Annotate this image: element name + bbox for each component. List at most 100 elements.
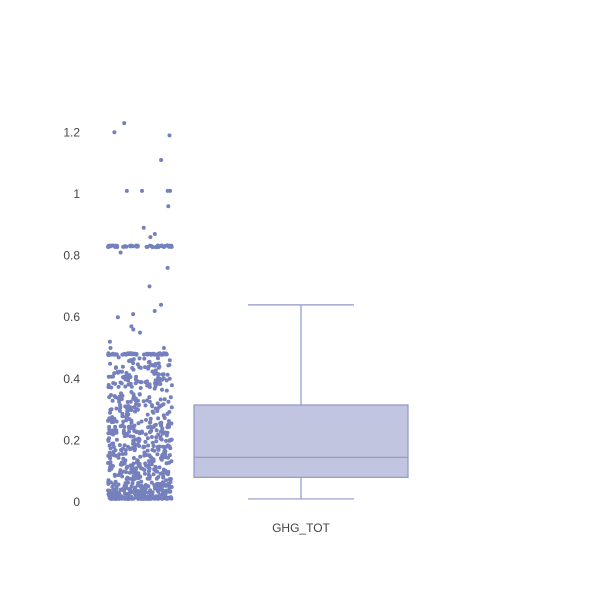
data-point (107, 425, 112, 429)
data-point (116, 396, 121, 401)
data-point (136, 430, 141, 435)
data-point (142, 468, 147, 472)
data-point (167, 453, 172, 458)
data-point (108, 480, 113, 485)
data-point (166, 422, 170, 427)
data-point (129, 420, 134, 425)
data-point (167, 444, 172, 449)
data-point (156, 496, 161, 501)
data-point (160, 387, 164, 392)
data-point (126, 404, 131, 408)
data-point (118, 250, 123, 255)
data-point (154, 428, 159, 433)
data-point (150, 409, 155, 414)
data-point (145, 436, 150, 441)
data-point (133, 377, 138, 382)
data-point (107, 416, 112, 421)
data-point (136, 439, 141, 444)
data-point (156, 365, 161, 370)
data-point (147, 454, 152, 458)
data-point (117, 452, 122, 457)
data-point (145, 245, 150, 249)
data-point (135, 243, 140, 248)
data-point (156, 372, 161, 377)
data-point (138, 386, 143, 390)
data-point (145, 448, 150, 453)
data-point (158, 434, 163, 439)
data-point (125, 400, 130, 404)
data-point (131, 312, 136, 317)
data-point (166, 399, 171, 404)
data-point (151, 457, 156, 462)
data-point (140, 188, 144, 193)
data-point (126, 444, 130, 449)
data-point (146, 360, 151, 365)
x-category-label: GHG_TOT (272, 521, 330, 535)
data-point (124, 371, 129, 375)
data-point (118, 471, 123, 476)
data-point (118, 403, 123, 408)
data-point (158, 397, 163, 402)
data-point (156, 245, 161, 249)
data-point (108, 361, 113, 366)
data-point (108, 407, 113, 412)
data-point (107, 450, 112, 455)
data-point (151, 444, 156, 448)
data-point (118, 495, 123, 500)
data-point (120, 364, 125, 369)
data-point (169, 459, 174, 464)
y-tick-label: 0.8 (63, 249, 80, 263)
data-point (131, 392, 136, 397)
data-point (152, 386, 157, 391)
data-point (117, 408, 122, 413)
data-point (147, 466, 152, 471)
y-tick-label: 0 (73, 495, 80, 509)
data-point (167, 133, 172, 138)
data-point (113, 244, 117, 249)
data-point (160, 426, 165, 431)
data-point (152, 232, 157, 236)
data-point (130, 481, 135, 486)
data-point (167, 438, 172, 443)
data-point (132, 444, 137, 449)
data-point (141, 399, 146, 404)
data-point (152, 496, 157, 501)
data-point (160, 480, 165, 485)
data-point (138, 494, 143, 499)
data-point (167, 376, 172, 381)
data-point (124, 414, 129, 419)
data-point (119, 448, 123, 452)
data-point (113, 479, 118, 484)
data-point (143, 403, 148, 408)
data-point (114, 437, 119, 442)
data-point (126, 496, 131, 501)
data-point (146, 366, 151, 371)
data-point (115, 491, 120, 496)
data-point (147, 420, 152, 425)
data-point (145, 352, 150, 357)
data-point (169, 485, 174, 489)
data-point (122, 374, 127, 379)
data-point (159, 302, 163, 307)
data-point (166, 363, 171, 368)
data-point (114, 406, 119, 411)
data-point (106, 385, 111, 390)
data-point (168, 188, 173, 193)
data-point (152, 448, 157, 453)
data-point (122, 430, 126, 435)
data-point (111, 374, 115, 379)
data-point (143, 432, 148, 437)
data-point (142, 356, 147, 361)
data-point (134, 437, 138, 442)
data-point (141, 225, 146, 230)
data-point (129, 490, 134, 494)
data-point (148, 416, 153, 421)
data-point (165, 265, 170, 270)
data-point (159, 457, 164, 462)
data-point (143, 439, 148, 444)
data-point (153, 406, 158, 411)
data-point (134, 406, 139, 411)
data-point (134, 495, 139, 500)
data-point (143, 380, 148, 385)
